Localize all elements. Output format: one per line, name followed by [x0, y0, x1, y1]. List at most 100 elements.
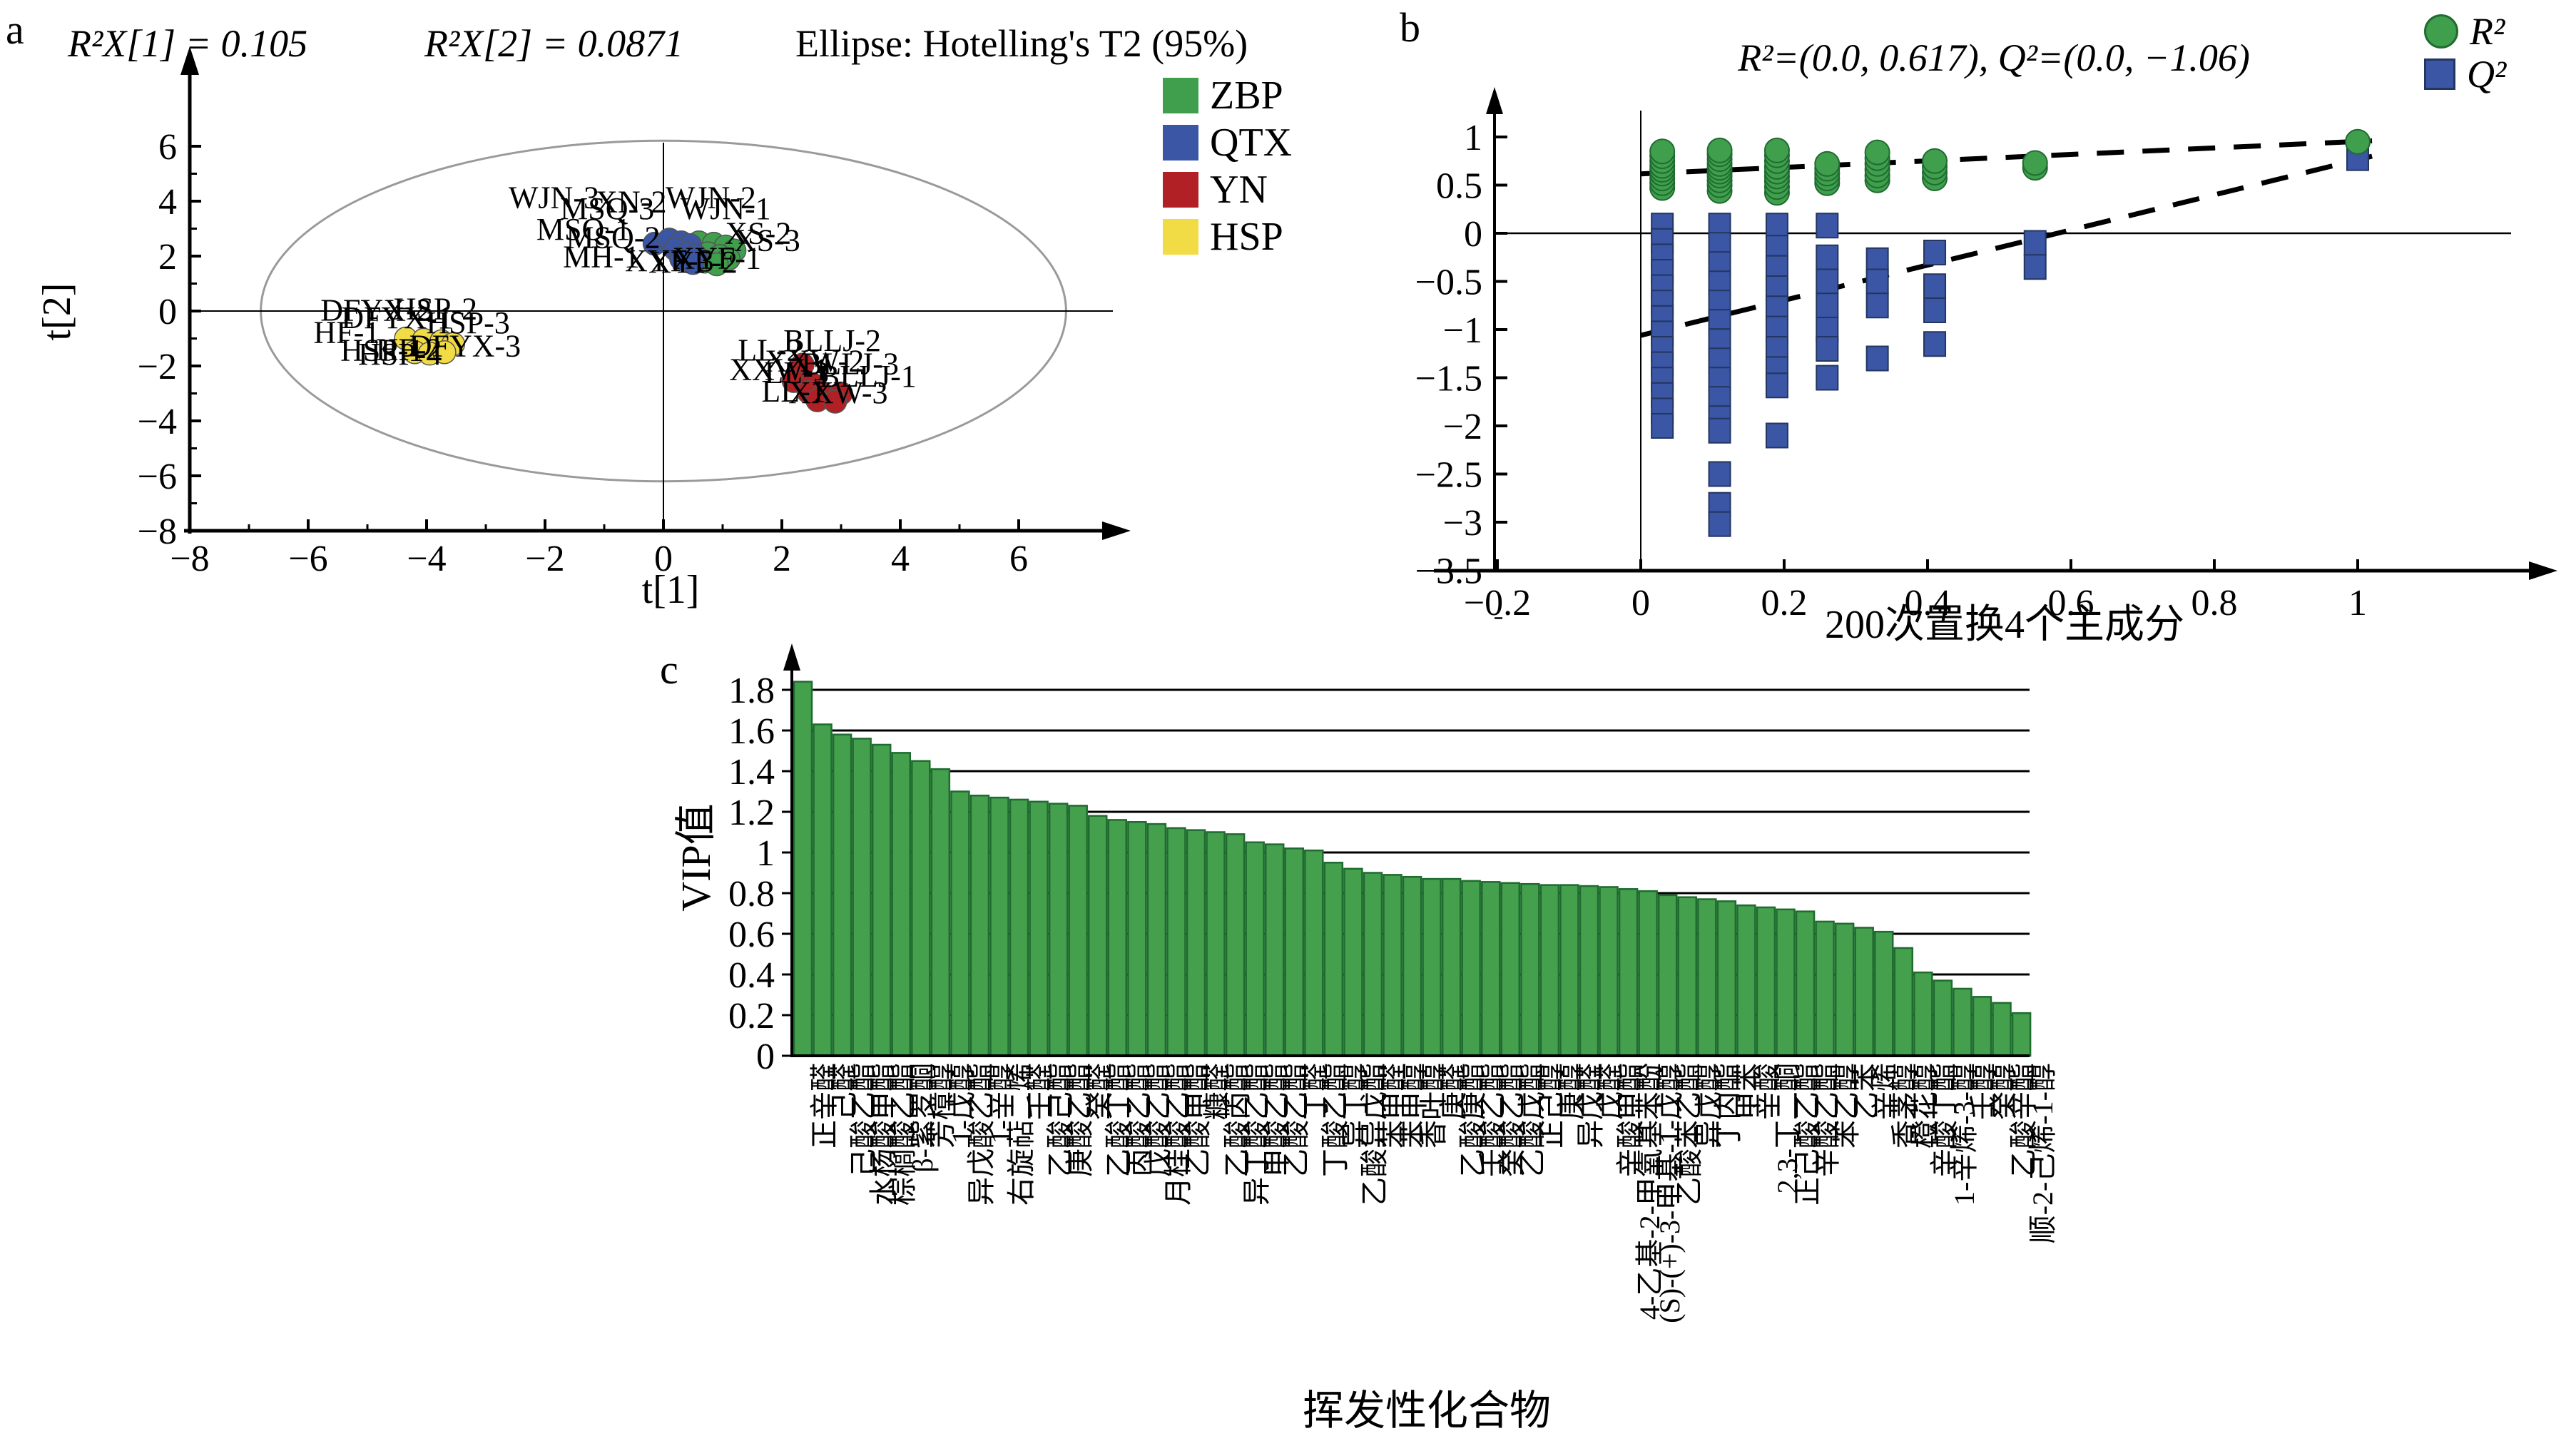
q2-point [1923, 331, 1947, 357]
vip-bar [1422, 877, 1442, 1057]
vip-bar [1716, 900, 1737, 1057]
legend-label: R² [2470, 10, 2505, 53]
sample-label: XXW-1 [729, 352, 828, 387]
group-YN [781, 352, 853, 414]
q2-point [1923, 240, 1947, 265]
y-tick-label: −2.5 [1415, 455, 1482, 496]
y-axis-arrow-icon [783, 643, 800, 671]
q2-point [1865, 345, 1889, 372]
vip-bar [950, 790, 970, 1057]
y-tick-label: 1.8 [728, 671, 775, 711]
sample-label: HSP-2 [394, 292, 477, 327]
vip-bar [1559, 884, 1579, 1057]
vip-bar [1874, 930, 1894, 1057]
r2-point [2022, 150, 2048, 176]
sample-label: BLLJ-3 [801, 347, 899, 382]
sample-label: LL-3 [765, 355, 829, 390]
x-tick-label: −8 [170, 539, 209, 579]
vip-bar [1186, 829, 1206, 1057]
legend-item-q2: Q² [2424, 55, 2506, 93]
panel-b-letter: b [1400, 4, 1420, 51]
vip-bar [1756, 906, 1776, 1057]
y-tick-label: 0.6 [728, 915, 775, 955]
vip-bar [1933, 979, 1953, 1057]
vip-bar [1461, 880, 1481, 1057]
y-tick-label: 1.4 [728, 752, 775, 793]
y-tick-label: 0.8 [728, 874, 775, 915]
vip-bar [1402, 875, 1422, 1057]
vip-bar [1363, 872, 1383, 1057]
sample-label: WJN-1 [681, 191, 771, 226]
sample-label: XXW-3 [788, 375, 887, 410]
vip-bar [1815, 920, 1835, 1057]
legend-item-hsp: HSP [1163, 216, 1292, 258]
group-HSP [394, 326, 466, 366]
vip-bar [1539, 884, 1560, 1057]
y-tick-label: −1.5 [1415, 359, 1482, 399]
vip-bar [1383, 874, 1402, 1057]
legend-item-qtx: QTX [1163, 122, 1292, 163]
x-tick-label: −2 [525, 539, 564, 579]
vip-bar [1972, 996, 1992, 1057]
group-QTX [642, 228, 708, 275]
sample-label: LL-1 [761, 374, 825, 409]
q2-point [1816, 336, 1839, 362]
vip-bar [1520, 882, 1540, 1057]
q2-point [1816, 365, 1839, 391]
x-tick-label: 4 [891, 539, 910, 579]
x-tick-label: −6 [288, 539, 327, 579]
legend-item-r2: R² [2424, 10, 2506, 53]
sample-label: HSP-3 [426, 305, 509, 340]
vip-bar [2011, 1012, 2032, 1057]
vip-bar [1343, 867, 1363, 1057]
trend-line [1640, 138, 2373, 177]
vip-bar [1029, 800, 1049, 1057]
x-tick-label: 2 [773, 539, 791, 579]
vip-bar [1599, 886, 1619, 1057]
r2-point [1814, 151, 1841, 177]
q2-point [1651, 413, 1674, 439]
r2-point [1922, 148, 1948, 174]
sample-label: BLLJ-1 [819, 359, 917, 394]
legend-label: YN [1210, 168, 1268, 212]
score-plot-svg: −8 −6 −4 −2 0 2 4 6−8−6−4−20246WJN-3XN-2WJN-2MS… [138, 46, 1131, 579]
hsp-swatch-icon [1163, 219, 1198, 255]
sample-label: HSP-1 [340, 332, 424, 367]
q2-point [2023, 254, 2047, 280]
sample-label: DFYX-1 [341, 300, 452, 335]
sample-label: WJN-3 [509, 180, 599, 215]
legend-item-zbp: ZBP [1163, 75, 1292, 116]
vip-bar [1500, 882, 1521, 1057]
y-tick-label: −3 [1443, 503, 1482, 544]
y-tick-label: −1 [1443, 310, 1482, 351]
sample-label: BLLJ-2 [783, 323, 881, 358]
vip-bar [1088, 815, 1108, 1057]
q2-point [1816, 244, 1839, 270]
sample-label: MSQ-3 [560, 191, 654, 226]
scatter-point-HSP [432, 340, 457, 365]
y-tick-label: 1.6 [728, 711, 775, 752]
vip-bar [969, 794, 990, 1057]
vip-bar [891, 752, 911, 1057]
trend-line [1640, 153, 2373, 338]
x-tick-label: 0 [654, 539, 673, 579]
y-tick-label: 0 [1464, 214, 1482, 255]
vip-bar [1579, 885, 1599, 1057]
y-axis-arrow-icon [1486, 87, 1503, 114]
yn-swatch-icon [1163, 172, 1198, 208]
permutation-plot-svg: 1 0.5 0 −0.5 −1 −1.5 −2 −2.5 −3 −3.5−0.2 0 0.2 0.4 0.… [1415, 87, 2557, 623]
q2-point [1923, 273, 1947, 300]
vip-bar [871, 743, 892, 1057]
r2-circle-icon [2424, 14, 2458, 49]
sample-label: DFYX-2 [320, 292, 432, 327]
zbp-swatch-icon [1163, 78, 1198, 113]
scatter-point-YN [823, 389, 847, 414]
vip-bar [1913, 971, 1933, 1057]
q2-point [1765, 422, 1788, 449]
sample-label: XS-2 [725, 216, 791, 251]
vip-bar [1776, 908, 1796, 1057]
vip-bar [1638, 890, 1658, 1057]
y-tick-label: −0.5 [1415, 263, 1482, 303]
y-tick-label: 1.2 [728, 793, 775, 833]
